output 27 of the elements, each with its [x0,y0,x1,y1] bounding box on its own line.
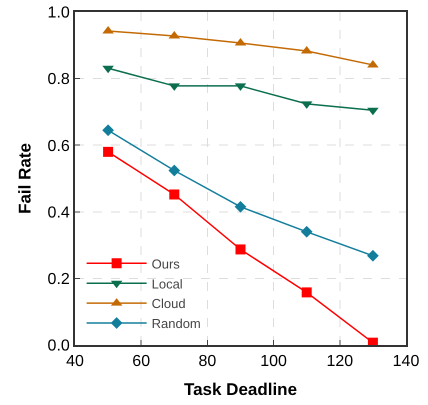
x-tick-label: 60 [132,353,150,370]
y-tick-label: 0.2 [48,271,70,288]
point [236,244,246,254]
y-tick-label: 1.0 [48,4,70,22]
legend-label: Cloud [152,296,186,312]
legend-label: Local [152,276,183,292]
x-tick-label: 80 [198,353,216,370]
x-axis-title: Task Deadline [184,380,298,400]
point [169,189,180,200]
legend-label: Ours [152,256,180,272]
x-tick-label: 40 [66,353,84,370]
y-tick-label: 0.4 [48,204,70,222]
point [103,146,114,157]
x-tick-label: 100 [260,353,288,370]
y-axis-title: Fail Rate [16,143,35,214]
legend-label: Random [152,316,201,332]
y-tick-label: 0.6 [48,138,70,155]
y-tick-label: 0.0 [48,338,70,355]
x-tick-label: 120 [326,353,354,370]
point [102,124,114,136]
y-tick-label: 0.8 [48,71,70,88]
point [367,250,379,262]
point [168,164,180,176]
point [234,200,246,213]
x-tick-label: 140 [392,353,420,370]
point [300,226,313,238]
point [302,287,312,298]
